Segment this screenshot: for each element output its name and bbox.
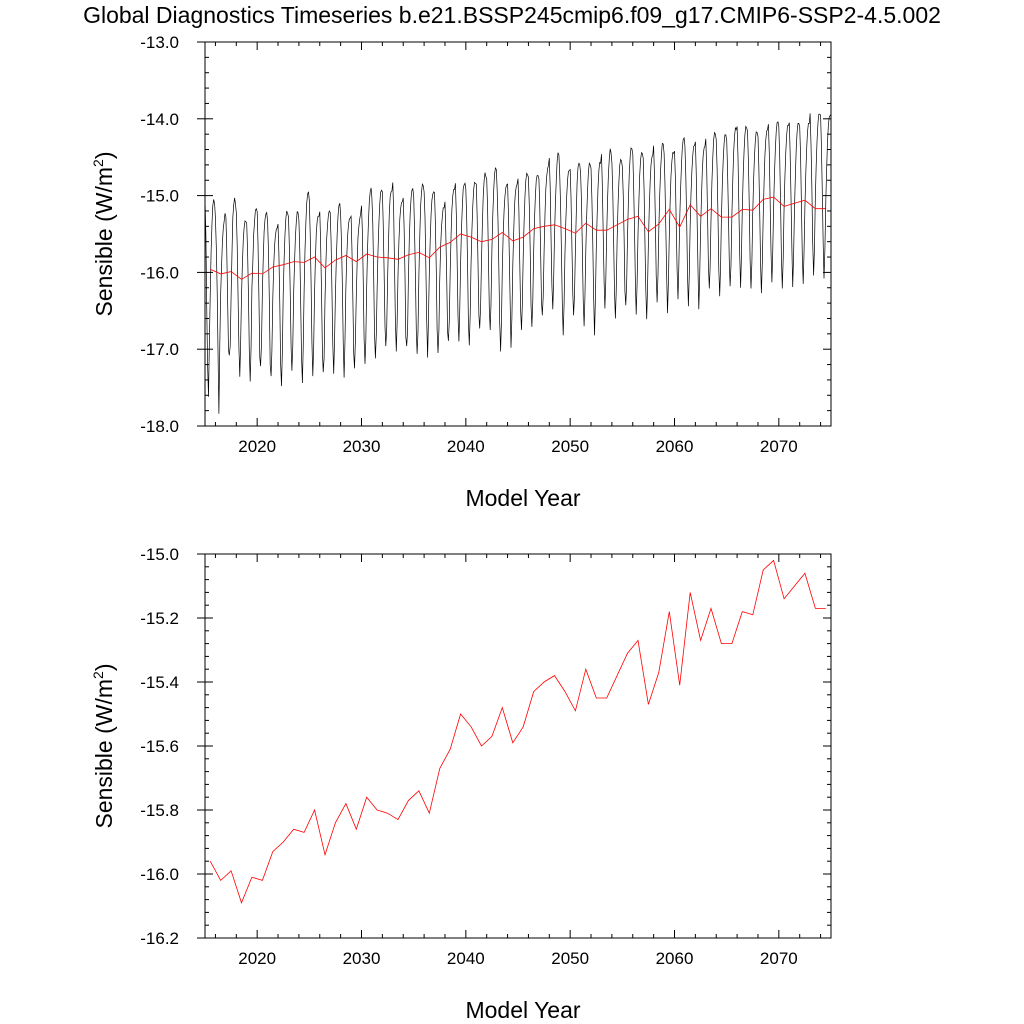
y-tick-label: -15.8 — [140, 801, 179, 820]
y-tick-label: -15.0 — [140, 545, 179, 564]
y-axis-title: Sensible (W/m2) — [90, 151, 117, 316]
y-tick-label: -18.0 — [140, 417, 179, 436]
y-tick-label: -15.0 — [140, 187, 179, 206]
annual-mean-line — [209, 559, 826, 904]
x-tick-label: 2040 — [447, 437, 485, 456]
x-tick-label: 2070 — [760, 437, 798, 456]
x-tick-label: 2050 — [551, 949, 589, 968]
y-axis-title: Sensible (W/m2) — [90, 663, 117, 828]
x-tick-label: 2060 — [656, 949, 694, 968]
x-tick-label: 2020 — [238, 949, 276, 968]
x-tick-label: 2070 — [760, 949, 798, 968]
page-title: Global Diagnostics Timeseries b.e21.BSSP… — [83, 2, 941, 28]
y-tick-label: -15.6 — [140, 737, 179, 756]
x-tick-label: 2030 — [343, 949, 381, 968]
monthly-series-line — [205, 113, 831, 414]
x-tick-label: 2020 — [238, 437, 276, 456]
x-tick-label: 2060 — [656, 437, 694, 456]
bottom-panel-plot: 2020 2030 2040 2050 2060 2070 -16.2 -16.0 -15.8 -… — [90, 545, 832, 1023]
annual-mean-line — [210, 196, 826, 280]
x-tick-label: 2040 — [447, 949, 485, 968]
y-tick-label: -15.4 — [140, 673, 179, 692]
y-tick-label: -16.0 — [140, 865, 179, 884]
y-tick-label: -16.0 — [140, 263, 179, 282]
top-panel-plot: 2020 2030 2040 2050 2060 2070 -18.0 -17.0 -16.0 -… — [90, 33, 832, 511]
y-tick-label: -14.0 — [140, 110, 179, 129]
x-tick-label: 2050 — [551, 437, 589, 456]
y-tick-label: -15.2 — [140, 609, 179, 628]
y-tick-label: -13.0 — [140, 33, 179, 52]
plot-frame — [204, 41, 832, 427]
y-tick-label: -16.2 — [140, 929, 179, 948]
x-tick-label: 2030 — [343, 437, 381, 456]
y-tick-label: -17.0 — [140, 340, 179, 359]
x-axis-title: Model Year — [465, 997, 580, 1023]
plot-frame — [204, 553, 832, 939]
x-axis-title: Model Year — [465, 485, 580, 511]
